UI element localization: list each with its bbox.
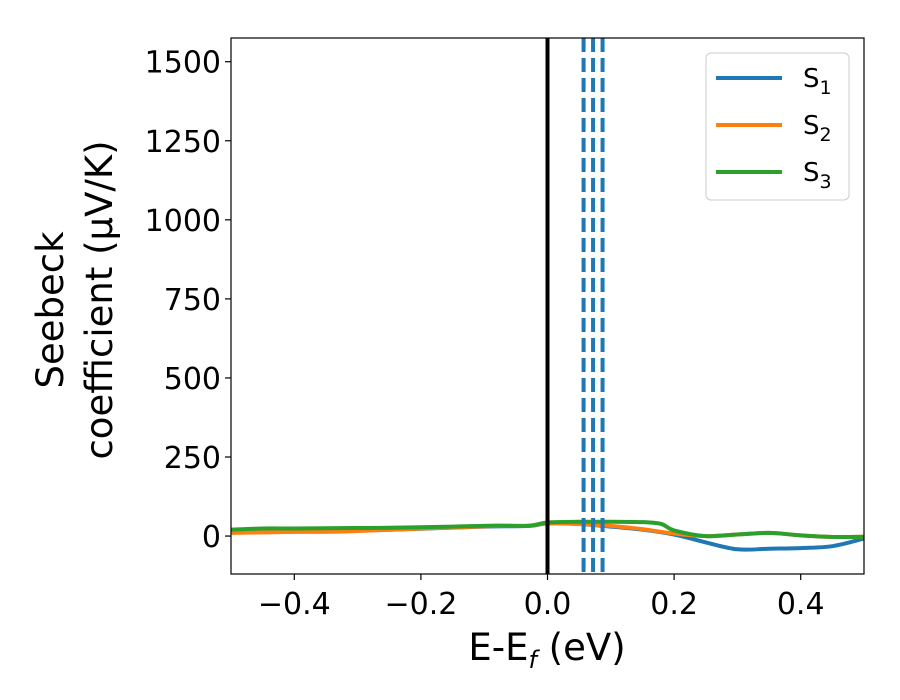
x-tick-label: 0.0: [524, 587, 572, 622]
y-tick-label: 250: [164, 441, 221, 476]
x-tick-label: 0.2: [650, 587, 698, 622]
plot-area: [231, 38, 864, 574]
y-tick-label: 0: [202, 520, 221, 555]
y-tick-label: 1250: [145, 125, 221, 160]
axis-ticks: −0.4 −0.2 0.0 0.2 0.4 0 250 500 750 1000 1250 1500: [145, 46, 825, 622]
y-tick-label: 750: [164, 283, 221, 318]
legend-label-s2: S2: [803, 111, 832, 146]
y-axis-title-line1: Seebeck: [29, 231, 72, 389]
legend-label-s3: S3: [803, 158, 832, 193]
x-axis-title: E-Ef (eV): [468, 626, 625, 674]
legend: S1 S2 S3: [705, 52, 850, 201]
y-tick-label: 1000: [145, 204, 221, 239]
x-tick-label: −0.2: [384, 587, 457, 622]
y-tick-label: 1500: [145, 46, 221, 81]
y-axis-title-line2: coefficient (μV/K): [78, 140, 121, 459]
legend-label-s1: S1: [803, 64, 832, 99]
y-tick-label: 500: [164, 362, 221, 397]
x-tick-label: 0.4: [777, 587, 825, 622]
x-tick-label: −0.4: [258, 587, 331, 622]
